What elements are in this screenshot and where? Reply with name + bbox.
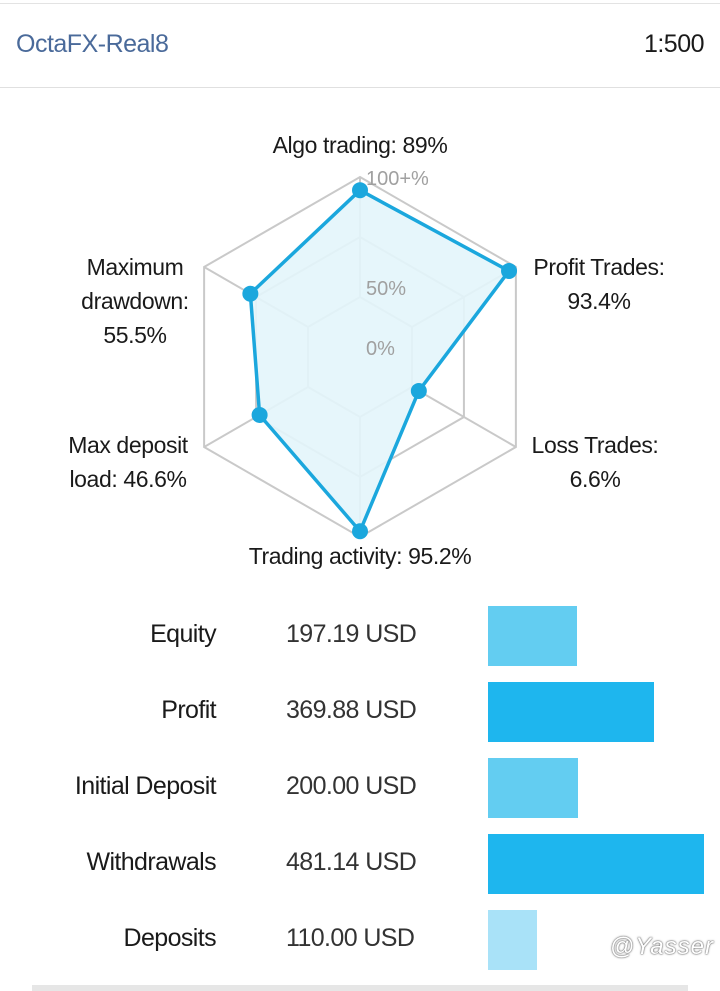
radar-data-point: [501, 262, 518, 279]
radar-data-point: [242, 285, 259, 302]
top-divider: [0, 3, 720, 4]
stat-value: 110.00 USD: [286, 924, 415, 952]
axis-label-trading-activity: Trading activity: 95.2%: [248, 543, 472, 569]
stat-bar: [488, 682, 654, 742]
stat-label: Profit: [161, 696, 216, 724]
radar-data-point: [251, 406, 268, 423]
stat-label: Equity: [150, 620, 216, 648]
stat-row-equity: Equity 197.19 USD: [0, 606, 720, 666]
radar-data-point: [410, 382, 427, 399]
stat-bar: [488, 606, 577, 666]
stat-row-initial-deposit: Initial Deposit 200.00 USD: [0, 758, 720, 818]
stat-value: 481.14 USD: [286, 848, 417, 876]
stat-label: Initial Deposit: [74, 772, 217, 800]
watermark: @Yasser: [609, 933, 714, 960]
axis-label-loss-trades: Loss Trades: 6.6%: [531, 432, 659, 492]
radar-data-point: [352, 523, 368, 540]
stat-label: Deposits: [123, 924, 217, 952]
stat-row-profit: Profit 369.88 USD: [0, 682, 720, 742]
scale-label-100: 100+%: [366, 168, 429, 190]
stat-value: 200.00 USD: [286, 772, 417, 800]
stat-value: 197.19 USD: [286, 620, 417, 648]
stat-bar: [488, 834, 704, 894]
stat-row-withdrawals: Withdrawals 481.14 USD: [0, 834, 720, 894]
leverage-value: 1:500: [643, 30, 705, 58]
axis-label-profit-trades: Profit Trades: 93.4%: [533, 254, 665, 314]
axis-label-maximum-drawdown: Maximum drawdown: 55.5%: [81, 254, 189, 348]
stat-label: Withdrawals: [86, 848, 216, 876]
account-header: OctaFX-Real8 1:500: [0, 4, 720, 88]
radar-data-point: [352, 182, 368, 199]
scroll-indicator: [32, 985, 688, 991]
scale-label-50: 50%: [366, 278, 406, 300]
radar-grid-spoke: [411, 386, 517, 448]
stat-bar: [488, 910, 537, 970]
scale-label-0: 0%: [366, 338, 395, 360]
account-name[interactable]: OctaFX-Real8: [16, 30, 169, 58]
stat-value: 369.88 USD: [286, 696, 417, 724]
axis-label-algo-trading: Algo trading: 89%: [272, 132, 448, 158]
radar-svg: 100+% 50% 0%: [203, 168, 518, 540]
axis-label-max-deposit-load: Max deposit load: 46.6%: [68, 432, 188, 492]
stat-bar: [488, 758, 578, 818]
stat-row-deposits: Deposits 110.00 USD: [0, 910, 720, 970]
radar-chart: 100+% 50% 0% Algo trading: 89% Profit Tr…: [0, 90, 720, 590]
